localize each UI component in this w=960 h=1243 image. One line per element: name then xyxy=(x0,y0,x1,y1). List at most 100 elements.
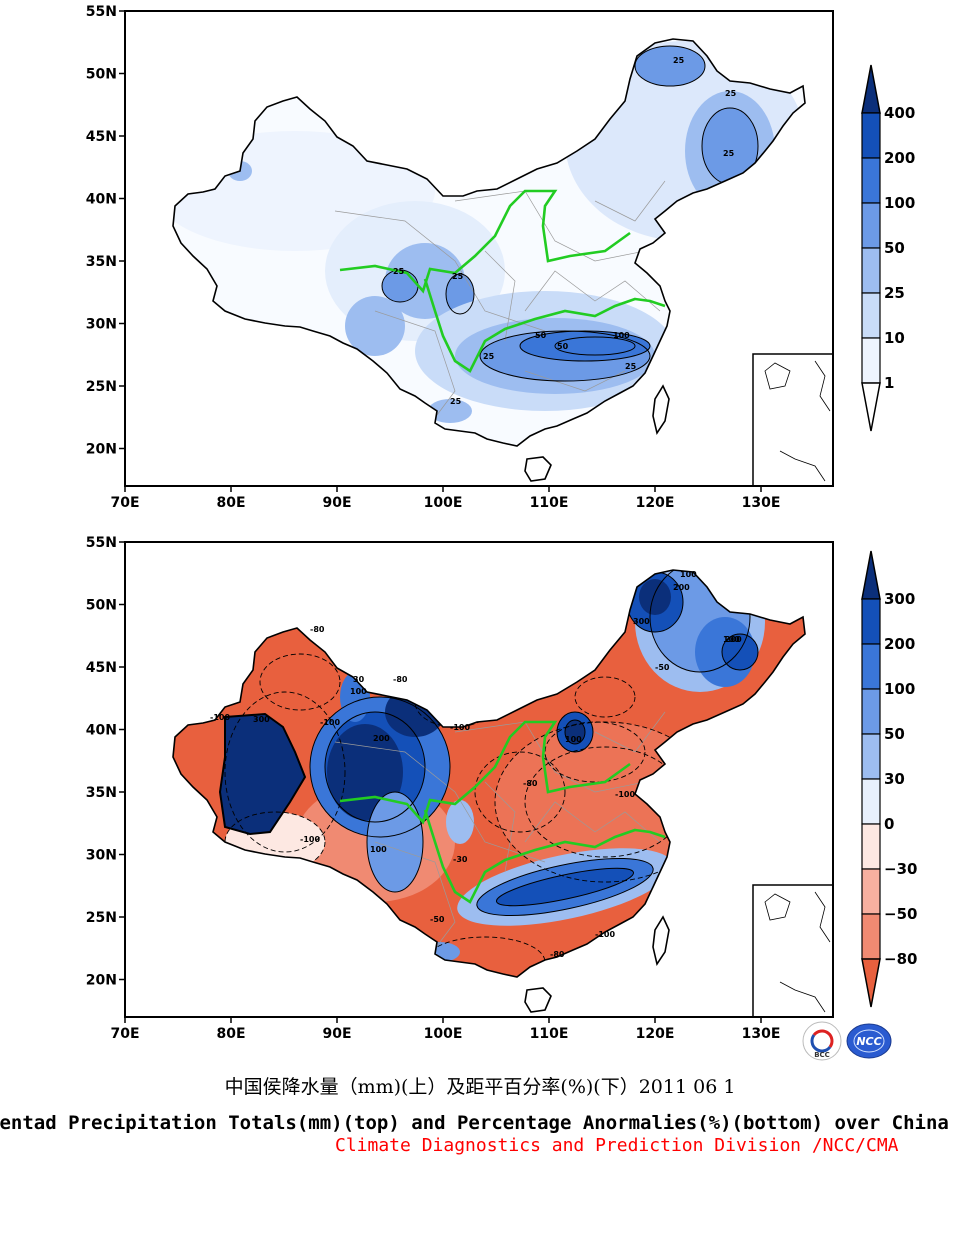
lat-tick-label: 55N xyxy=(86,4,117,20)
contour-label: -100 xyxy=(450,723,470,732)
top-contour-labels: 25 25 25 25 25 25 50 50 100 25 25 xyxy=(393,56,737,406)
lon-tick-label: 100E xyxy=(424,1026,463,1042)
lat-tick-label: 25N xyxy=(86,379,117,395)
river-lines xyxy=(339,189,666,373)
lat-tick-label: 30N xyxy=(86,848,117,864)
contour-label: 200 xyxy=(673,583,690,592)
bcc-logo: BCC xyxy=(802,1021,842,1061)
contour-label: 100 xyxy=(565,735,582,744)
division-credit: Climate Diagnostics and Prediction Divis… xyxy=(335,1135,899,1156)
lon-tick-label: 110E xyxy=(530,495,569,511)
lon-tick-label: 130E xyxy=(742,495,781,511)
contour-label: 25 xyxy=(725,89,737,98)
colorbar-label: −80 xyxy=(884,950,917,968)
english-title: Pentad Precipitation Totals(mm)(top) and… xyxy=(0,1112,949,1134)
province-boundaries xyxy=(334,711,666,963)
lat-tick-label: 35N xyxy=(86,785,117,801)
colorbar-label: −50 xyxy=(884,905,917,923)
colorbar-label: 400 xyxy=(884,104,915,122)
colorbar-label: 200 xyxy=(884,149,915,167)
contour-label: 200 xyxy=(373,734,390,743)
lon-tick-label: 80E xyxy=(216,495,245,511)
colorbar-label: 0 xyxy=(884,815,894,833)
lat-tick-label: 50N xyxy=(86,67,117,83)
map-frame xyxy=(124,541,834,1018)
colorbar-label: 10 xyxy=(884,329,905,347)
colorbar-segment xyxy=(861,643,881,690)
colorbar-segment xyxy=(861,688,881,735)
lon-tick-label: 110E xyxy=(530,1026,569,1042)
precip-colorbar: 400 200 100 50 25 10 1 xyxy=(861,64,915,432)
colorbar-segment xyxy=(861,598,881,645)
contour-label: 25 xyxy=(393,267,405,276)
bcc-logo-text: BCC xyxy=(814,1051,830,1059)
contour-label: -80 xyxy=(393,675,408,684)
colorbar-segment xyxy=(861,112,881,159)
colorbar-arrow-top xyxy=(861,64,881,114)
colorbar-arrow-bottom xyxy=(861,382,881,432)
contour-label: -100 xyxy=(615,790,635,799)
colorbar-segment xyxy=(861,247,881,294)
lat-tick-label: 40N xyxy=(86,723,117,739)
contour-label: 100 xyxy=(723,635,740,644)
colorbar-arrow-top xyxy=(861,550,881,600)
contour-label: 100 xyxy=(680,570,697,579)
south-china-sea-inset xyxy=(752,353,833,486)
contour-label: 30 xyxy=(353,675,365,684)
contour-label: 50 xyxy=(557,342,569,351)
contour-label: -30 xyxy=(453,855,468,864)
lon-tick-label: 90E xyxy=(322,495,351,511)
lon-tick-label: 70E xyxy=(110,1026,139,1042)
province-boundaries xyxy=(334,180,666,432)
south-china-sea-inset xyxy=(752,884,833,1017)
colorbar-label: 300 xyxy=(884,590,915,608)
contour-label: 100 xyxy=(613,331,630,340)
lat-tick-label: 40N xyxy=(86,192,117,208)
contour-label: -100 xyxy=(300,835,320,844)
lat-tick-label: 45N xyxy=(86,660,117,676)
colorbar-segment xyxy=(861,913,881,960)
contour-label: 25 xyxy=(452,272,464,281)
precip-fill-layer xyxy=(173,39,805,446)
contour-label: -100 xyxy=(210,713,230,722)
contour-label: 25 xyxy=(450,397,462,406)
lon-tick-label: 120E xyxy=(636,1026,675,1042)
colorbar-label: 100 xyxy=(884,680,915,698)
contour-label: 300 xyxy=(253,715,270,724)
anomaly-contours xyxy=(309,570,759,917)
bottom-contour-labels: 100 200 300 200 -80 -100 300 -100 100 -8… xyxy=(210,570,742,959)
contour-label: -50 xyxy=(430,915,445,924)
lon-tick-label: 120E xyxy=(636,495,675,511)
precipitation-map-panel: 25 25 25 25 25 25 50 50 100 25 25 55N 50N… xyxy=(86,4,834,511)
contour-label: 25 xyxy=(673,56,685,65)
colorbar-label: 50 xyxy=(884,239,905,257)
colorbar-segment xyxy=(861,778,881,825)
anomaly-fill-layer xyxy=(173,570,805,977)
colorbar-label: 1 xyxy=(884,374,894,392)
contour-label: 300 xyxy=(633,617,650,626)
lat-tick-label: 30N xyxy=(86,317,117,333)
colorbar-segment xyxy=(861,157,881,204)
map-axes: 55N 50N 45N 40N 35N 30N 25N 20N 70E 80E 90E 100E 110… xyxy=(86,4,781,511)
colorbar-label: 200 xyxy=(884,635,915,653)
lat-tick-label: 35N xyxy=(86,254,117,270)
lon-tick-label: 90E xyxy=(322,1026,351,1042)
colorbar-label: 25 xyxy=(884,284,905,302)
contour-label: 50 xyxy=(535,331,547,340)
contour-label: 100 xyxy=(370,845,387,854)
lat-tick-label: 20N xyxy=(86,973,117,989)
contour-label: -80 xyxy=(523,779,538,788)
colorbar-segment xyxy=(861,292,881,339)
colorbar-segment xyxy=(861,733,881,780)
river-lines xyxy=(339,720,666,904)
colorbar-segment xyxy=(861,202,881,249)
lon-tick-label: 80E xyxy=(216,1026,245,1042)
colorbar-segment xyxy=(861,823,881,870)
map-axes: 55N 50N 45N 40N 35N 30N 25N 20N 70E 80E 90E 100E 110… xyxy=(86,535,781,1042)
contour-label: 25 xyxy=(723,149,735,158)
contour-label: 100 xyxy=(350,687,367,696)
colorbar-label: 30 xyxy=(884,770,905,788)
contour-label: -100 xyxy=(320,718,340,727)
